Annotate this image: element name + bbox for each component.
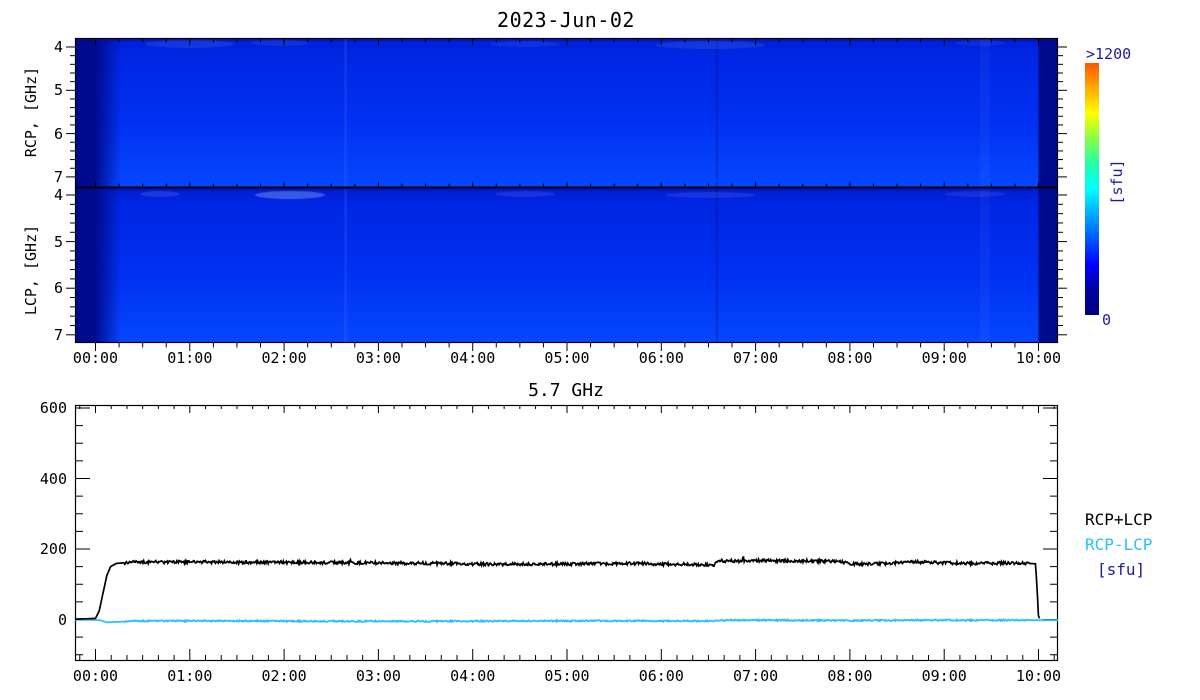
ts-xtick-label: 05:00 bbox=[544, 667, 590, 685]
legend-rcp-plus-lcp: RCP+LCP bbox=[1085, 510, 1153, 529]
ts-ytick-label: 600 bbox=[39, 399, 67, 417]
colorbar bbox=[1085, 63, 1099, 315]
lcp-ytick-label: 5 bbox=[53, 232, 63, 251]
spec-xtick-label: 01:00 bbox=[167, 349, 213, 367]
spec-xtick-label: 08:00 bbox=[827, 349, 873, 367]
ts-xtick-label: 08:00 bbox=[827, 667, 873, 685]
legend-rcp-minus-lcp: RCP-LCP bbox=[1085, 535, 1153, 554]
date-title: 2023-Jun-02 bbox=[497, 8, 635, 32]
spec-xtick-label: 00:00 bbox=[72, 349, 119, 367]
ts-xtick-label: 02:00 bbox=[261, 667, 307, 685]
spec-xtick-label: 10:00 bbox=[1015, 349, 1062, 367]
lcp-ytick-label: 4 bbox=[53, 186, 63, 204]
frequency-title: 5.7 GHz bbox=[528, 380, 604, 401]
spec-xtick-label: 05:00 bbox=[544, 349, 590, 367]
spec-xtick-label: 03:00 bbox=[355, 349, 401, 367]
ts-ytick-label: 0 bbox=[57, 610, 67, 629]
rcp-ytick-label: 5 bbox=[53, 81, 63, 100]
ts-ytick-label: 200 bbox=[39, 540, 67, 558]
ts-xtick-label: 00:00 bbox=[72, 667, 119, 685]
spec-xtick-label: 09:00 bbox=[921, 349, 967, 367]
ts-xtick-label: 04:00 bbox=[450, 667, 496, 685]
spec-xtick-label: 07:00 bbox=[733, 349, 779, 367]
rcp-ytick-label: 6 bbox=[53, 124, 63, 143]
ts-xtick-label: 07:00 bbox=[733, 667, 779, 685]
ts-xtick-label: 10:00 bbox=[1015, 667, 1062, 685]
spec-xtick-label: 06:00 bbox=[638, 349, 684, 367]
ts-xtick-label: 03:00 bbox=[355, 667, 401, 685]
lcp-ytick-label: 7 bbox=[53, 325, 63, 344]
rcp-ytick-label: 4 bbox=[53, 38, 63, 56]
lcp-ytick-label: 6 bbox=[53, 279, 63, 298]
spec-xtick-label: 02:00 bbox=[261, 349, 307, 367]
colorbar-max-label: >1200 bbox=[1086, 45, 1132, 63]
ts-xtick-label: 09:00 bbox=[921, 667, 967, 685]
ts-xtick-label: 01:00 bbox=[167, 667, 213, 685]
rcp-ytick-label: 7 bbox=[53, 167, 63, 186]
legend-unit: [sfu] bbox=[1097, 560, 1146, 579]
ts-xtick-label: 06:00 bbox=[638, 667, 684, 685]
spectrogram-heatmap bbox=[75, 38, 1058, 343]
ts-ytick-label: 400 bbox=[39, 469, 67, 488]
spec-xtick-label: 04:00 bbox=[450, 349, 496, 367]
colorbar-min-label: 0 bbox=[1102, 311, 1112, 329]
